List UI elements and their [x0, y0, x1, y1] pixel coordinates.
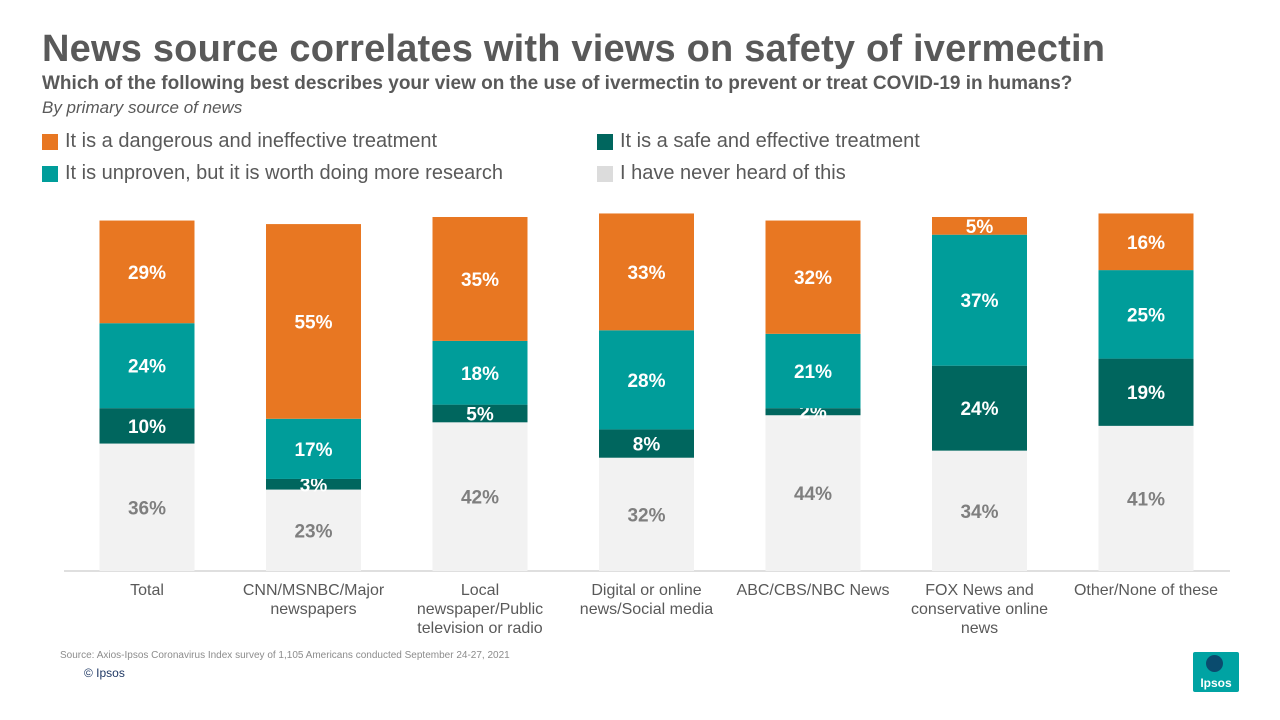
data-label-fox-news-and-conservative-online-news-i-have-never-heard-of-this: 34%: [960, 502, 998, 523]
legend-swatch-dangerous: [42, 133, 58, 150]
bar-segment-total-it-is-a-safe-and-effective-treatment: [99, 408, 195, 444]
bar-segment-abc-cbs-nbc-news-it-is-unproven-but-it-is-worth-doing-more-research: [765, 333, 861, 409]
data-label-cnn-msnbc-major-newspapers-i-have-never-heard-of-this: 23%: [294, 521, 332, 542]
bar-segment-digital-or-online-news-social-media-it-is-unproven-but-it-is-worth-doing-more-research: [599, 330, 694, 430]
legend-swatch-safe: [597, 133, 613, 150]
data-label-cnn-msnbc-major-newspapers-it-is-unproven-but-it-is-worth-doing-more-research: 17%: [294, 440, 332, 461]
copyright: © Ipsos: [84, 666, 125, 680]
data-label-total-i-have-never-heard-of-this: 36%: [128, 498, 166, 519]
data-label-abc-cbs-nbc-news-i-have-never-heard-of-this: 44%: [794, 484, 832, 505]
category-label-abc-cbs-nbc-news: ABC/CBS/NBC News: [737, 582, 890, 599]
data-label-other-none-of-these-i-have-never-heard-of-this: 41%: [1127, 489, 1165, 510]
category-label-other-none-of-these: Other/None of these: [1074, 582, 1218, 599]
data-label-digital-or-online-news-social-media-it-is-a-safe-and-effective-treatment: 8%: [633, 435, 661, 456]
data-label-local-newspaper-public-television-or-radio-i-have-never-heard-of-this: 42%: [461, 488, 499, 509]
bar-segment-digital-or-online-news-social-media-it-is-a-dangerous-and-ineffective-treatment: [599, 213, 694, 331]
category-label-digital-or-online-news-social-media: Digital or online news/Social media: [580, 582, 714, 618]
bar-segment-other-none-of-these-i-have-never-heard-of-this: [1098, 425, 1194, 571]
data-label-local-newspaper-public-television-or-radio-it-is-unproven-but-it-is-worth-doing-more-research: 18%: [461, 364, 499, 385]
bar-segment-fox-news-and-conservative-online-news-it-is-a-dangerous-and-ineffective-treatment: [932, 217, 1027, 235]
legend-label-never-heard: I have never heard of this: [620, 162, 846, 184]
bar-segment-abc-cbs-nbc-news-it-is-a-safe-and-effective-treatment: [765, 408, 861, 416]
bar-segment-cnn-msnbc-major-newspapers-i-have-never-heard-of-this: [266, 489, 361, 571]
bar-segment-abc-cbs-nbc-news-it-is-a-dangerous-and-ineffective-treatment: [765, 220, 861, 334]
chart-note: By primary source of news: [42, 98, 243, 117]
category-label-total: Total: [130, 582, 164, 599]
legend-swatch-never-heard: [597, 165, 613, 182]
legend-item-safe: It is a safe and effective treatment: [597, 130, 920, 153]
bar-segment-local-newspaper-public-television-or-radio-it-is-a-safe-and-effective-treatment: [432, 404, 528, 423]
bar-segment-other-none-of-these-it-is-unproven-but-it-is-worth-doing-more-research: [1098, 270, 1194, 359]
bar-segment-local-newspaper-public-television-or-radio-it-is-a-dangerous-and-ineffective-treatment: [432, 217, 528, 341]
source-note: Source: Axios-Ipsos Coronavirus Index su…: [60, 650, 510, 661]
data-label-other-none-of-these-it-is-unproven-but-it-is-worth-doing-more-research: 25%: [1127, 305, 1165, 326]
data-label-digital-or-online-news-social-media-it-is-unproven-but-it-is-worth-doing-more-research: 28%: [627, 371, 665, 392]
data-label-fox-news-and-conservative-online-news-it-is-a-safe-and-effective-treatment: 24%: [960, 399, 998, 420]
legend-item-dangerous: It is a dangerous and ineffective treatm…: [42, 130, 437, 153]
legend-label-dangerous: It is a dangerous and ineffective treatm…: [65, 130, 438, 152]
data-label-abc-cbs-nbc-news-it-is-unproven-but-it-is-worth-doing-more-research: 21%: [794, 362, 832, 383]
data-label-other-none-of-these-it-is-a-dangerous-and-ineffective-treatment: 16%: [1127, 233, 1165, 254]
data-label-local-newspaper-public-television-or-radio-it-is-a-safe-and-effective-treatment: 5%: [466, 404, 494, 425]
legend-label-unproven: It is unproven, but it is worth doing mo…: [65, 162, 503, 184]
data-label-fox-news-and-conservative-online-news-it-is-unproven-but-it-is-worth-doing-more-research: 37%: [960, 291, 998, 312]
logo-text: Ipsos: [1200, 676, 1232, 690]
bar-segment-other-none-of-these-it-is-a-safe-and-effective-treatment: [1098, 358, 1194, 426]
bar-segment-cnn-msnbc-major-newspapers-it-is-a-safe-and-effective-treatment: [266, 478, 361, 490]
bar-segment-total-it-is-unproven-but-it-is-worth-doing-more-research: [99, 323, 195, 409]
ipsos-logo: Ipsos: [1193, 652, 1239, 692]
stacked-bar-chart: 36% 10% 24% 29% Total 23% 3% 17% 55% CNN/MSNBC/Ma…: [64, 213, 1230, 637]
logo-mark-icon: [1206, 655, 1223, 672]
page-title: News source correlates with views on saf…: [42, 28, 1106, 70]
bar-segment-other-none-of-these-it-is-a-dangerous-and-ineffective-treatment: [1098, 213, 1194, 271]
bar-segment-cnn-msnbc-major-newspapers-it-is-unproven-but-it-is-worth-doing-more-research: [266, 418, 361, 479]
bar-segment-fox-news-and-conservative-online-news-it-is-unproven-but-it-is-worth-doing-more-research: [932, 234, 1027, 366]
bar-segment-local-newspaper-public-television-or-radio-i-have-never-heard-of-this: [432, 422, 528, 571]
legend-swatch-unproven: [42, 165, 58, 182]
category-label-cnn-msnbc-major-newspapers: CNN/MSNBC/Major newspapers: [243, 582, 385, 618]
bar-segment-fox-news-and-conservative-online-news-it-is-a-safe-and-effective-treatment: [932, 365, 1027, 451]
legend-label-safe: It is a safe and effective treatment: [620, 130, 920, 152]
data-label-fox-news-and-conservative-online-news-it-is-a-dangerous-and-ineffective-treatment: 5%: [966, 217, 994, 238]
data-label-other-none-of-these-it-is-a-safe-and-effective-treatment: 19%: [1127, 383, 1165, 404]
data-label-total-it-is-unproven-but-it-is-worth-doing-more-research: 24%: [128, 357, 166, 378]
bar-segment-abc-cbs-nbc-news-i-have-never-heard-of-this: [765, 415, 861, 571]
bar-segment-total-i-have-never-heard-of-this: [99, 443, 195, 571]
data-label-total-it-is-a-dangerous-and-ineffective-treatment: 29%: [128, 263, 166, 284]
category-label-local-newspaper-public-television-or-radio: Local newspaper/Public television or radio: [417, 582, 543, 637]
legend-item-never-heard: I have never heard of this: [597, 162, 846, 185]
data-label-cnn-msnbc-major-newspapers-it-is-a-dangerous-and-ineffective-treatment: 55%: [294, 312, 332, 333]
data-label-total-it-is-a-safe-and-effective-treatment: 10%: [128, 417, 166, 438]
bar-segment-total-it-is-a-dangerous-and-ineffective-treatment: [99, 220, 195, 324]
bar-segment-digital-or-online-news-social-media-i-have-never-heard-of-this: [599, 457, 694, 571]
data-label-cnn-msnbc-major-newspapers-it-is-a-safe-and-effective-treatment: 3%: [300, 475, 328, 496]
bar-segment-digital-or-online-news-social-media-it-is-a-safe-and-effective-treatment: [599, 429, 694, 458]
data-label-local-newspaper-public-television-or-radio-it-is-a-dangerous-and-ineffective-treatment: 35%: [461, 270, 499, 291]
legend-item-unproven: It is unproven, but it is worth doing mo…: [42, 162, 503, 185]
data-label-digital-or-online-news-social-media-it-is-a-dangerous-and-ineffective-treatment: 33%: [627, 263, 665, 284]
bar-segment-local-newspaper-public-television-or-radio-it-is-unproven-but-it-is-worth-doing-more-research: [432, 340, 528, 405]
bar-segment-fox-news-and-conservative-online-news-i-have-never-heard-of-this: [932, 450, 1027, 571]
bar-segment-cnn-msnbc-major-newspapers-it-is-a-dangerous-and-ineffective-treatment: [266, 224, 361, 419]
category-label-fox-news-and-conservative-online-news: FOX News and conservative online news: [911, 582, 1048, 637]
data-label-digital-or-online-news-social-media-i-have-never-heard-of-this: 32%: [627, 505, 665, 526]
data-label-abc-cbs-nbc-news-it-is-a-dangerous-and-ineffective-treatment: 32%: [794, 268, 832, 289]
chart-subtitle: Which of the following best describes yo…: [42, 73, 1073, 94]
